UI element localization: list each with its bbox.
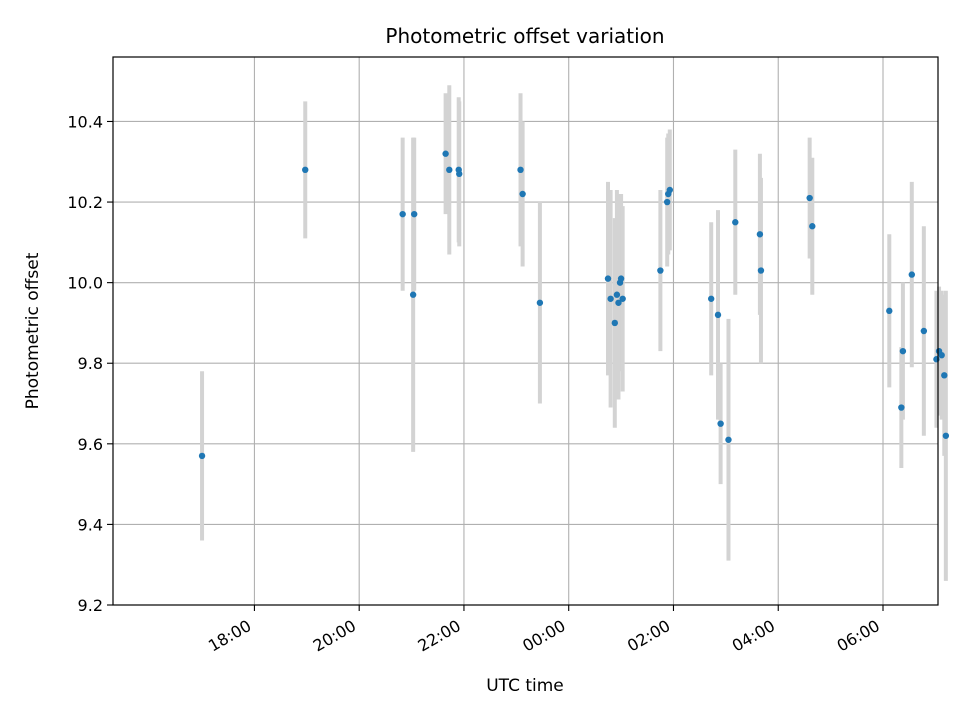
data-point (442, 150, 449, 157)
data-point (941, 372, 948, 379)
plot-frame (112, 56, 939, 606)
data-point (617, 275, 625, 282)
data-point (607, 295, 614, 302)
data-point (399, 210, 406, 218)
data-point (410, 210, 418, 218)
data-point (717, 420, 724, 427)
x-axis-label: UTC time (486, 676, 564, 696)
data-point (933, 356, 940, 363)
y-tick-label: 10.4 (67, 112, 103, 131)
data-point (302, 166, 309, 174)
data-point (663, 198, 671, 206)
data-point (757, 267, 765, 274)
data-point (619, 295, 626, 302)
data-point (519, 190, 526, 198)
y-axis-label: Photometric offset (23, 252, 43, 409)
data-point (806, 194, 813, 202)
data-point (657, 267, 664, 274)
chart-title: Photometric offset variation (385, 24, 664, 48)
data-point (446, 166, 453, 174)
y-tick-label: 9.4 (78, 515, 103, 534)
y-tick-label: 10.0 (67, 274, 103, 293)
y-tick-label: 9.2 (78, 596, 103, 615)
data-point (604, 275, 612, 282)
plot-area (112, 56, 950, 606)
data-point (756, 231, 764, 238)
data-point (908, 271, 916, 278)
data-point (615, 299, 622, 306)
data-point (898, 404, 905, 411)
data-point (938, 351, 945, 359)
plot-background (113, 57, 938, 605)
data-point (517, 166, 524, 174)
data-point (409, 291, 417, 298)
data-point (611, 319, 619, 327)
data-point (613, 291, 621, 298)
data-point (942, 432, 950, 439)
data-point (732, 219, 739, 226)
data-point (886, 307, 893, 315)
y-axis: 9.2 9.4 9.6 9.8 10.0 10.2 10.4 (67, 112, 113, 615)
data-point (456, 170, 463, 178)
data-point (666, 186, 674, 194)
data-points (198, 150, 950, 460)
data-point (725, 436, 732, 443)
data-point (809, 223, 816, 230)
data-point (707, 295, 715, 302)
y-tick-label: 10.2 (67, 193, 103, 212)
data-point (899, 347, 907, 355)
data-point (198, 452, 206, 460)
y-tick-label: 9.8 (78, 354, 103, 373)
data-point (920, 327, 928, 335)
data-point (714, 311, 722, 319)
y-tick-label: 9.6 (78, 435, 103, 454)
data-point (536, 299, 544, 306)
